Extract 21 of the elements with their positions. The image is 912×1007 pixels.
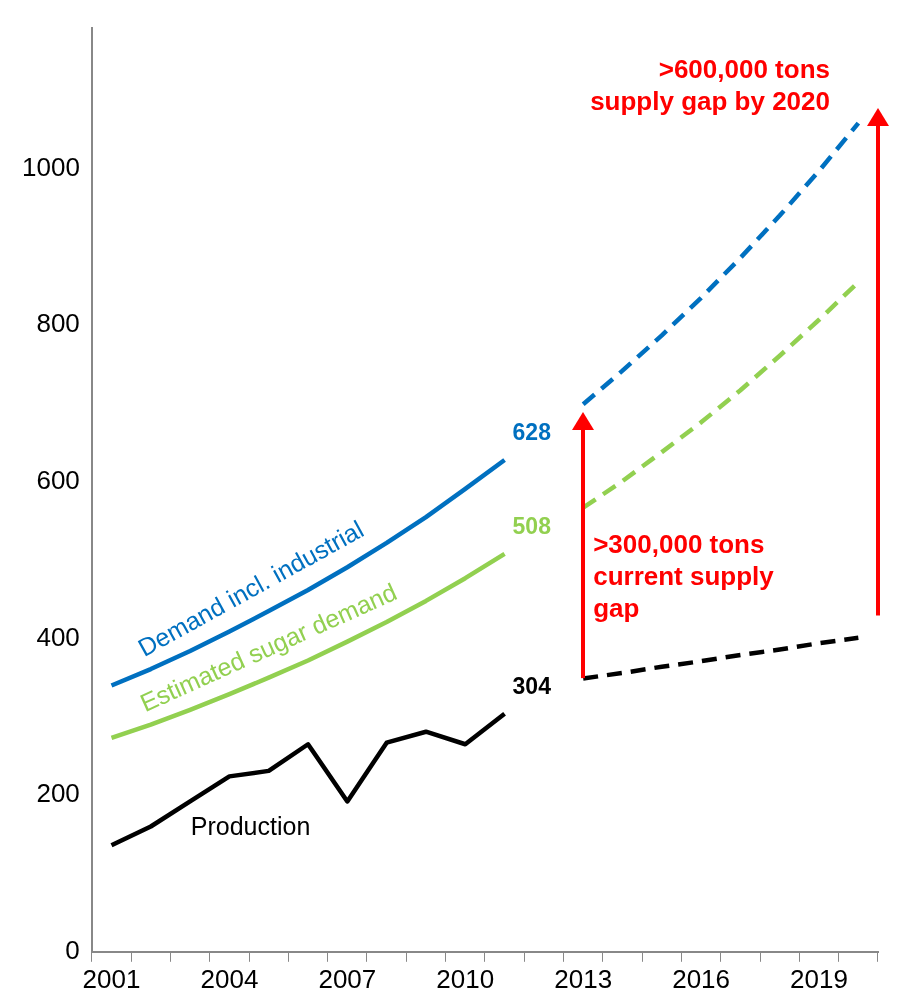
- annotation: >300,000 tons current supply gap: [593, 528, 775, 625]
- x-tick-label: 2016: [672, 963, 731, 994]
- x-tick-label: 2019: [790, 963, 848, 994]
- annotation: >600,000 tons supply gap by 2020: [589, 53, 830, 118]
- y-tick-label: 400: [36, 621, 80, 652]
- data-label: 508: [512, 513, 552, 540]
- y-tick-label: 0: [65, 934, 80, 965]
- data-label: 628: [512, 419, 552, 446]
- x-tick-label: 2001: [82, 963, 141, 994]
- y-tick-label: 800: [36, 308, 80, 339]
- x-tick-label: 2004: [200, 963, 259, 994]
- line-series: [580, 120, 861, 407]
- y-tick-label: 1000: [22, 151, 80, 182]
- x-tick-label: 2007: [318, 963, 377, 994]
- y-tick-label: 600: [36, 465, 80, 496]
- y-tick-label: 200: [36, 778, 80, 809]
- x-tick-label: 2010: [436, 963, 495, 994]
- x-tick-label: 2013: [554, 963, 613, 994]
- data-label: 304: [512, 673, 552, 700]
- line-series: [580, 635, 861, 681]
- series-label: Production: [190, 811, 311, 840]
